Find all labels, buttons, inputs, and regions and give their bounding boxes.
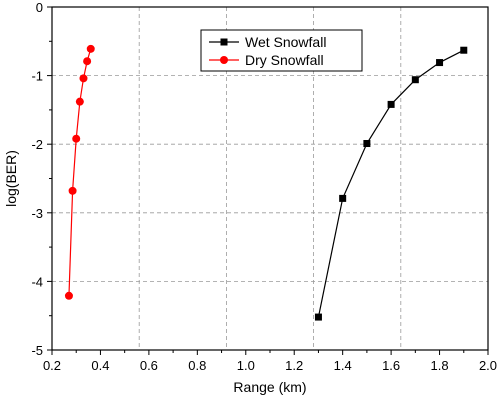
legend-entry: Dry Snowfall [209,52,324,68]
data-point [72,134,81,143]
series-line [317,49,465,318]
x-tick-label: 2.0 [479,358,497,373]
x-tick-label: 1.8 [431,358,449,373]
data-point [83,57,92,66]
legend-marker [220,56,228,64]
data-point [314,313,322,321]
x-tick-label: 0.6 [140,358,158,373]
x-tick-label: 1.2 [285,358,303,373]
data-point [363,140,371,148]
x-tick-label: 0.2 [43,358,61,373]
x-tick-label: 0.8 [188,358,206,373]
y-tick-label: -2 [31,137,43,152]
data-point [86,44,95,53]
data-point [411,76,419,84]
legend-label: Wet Snowfall [245,34,326,50]
legend-entry: Wet Snowfall [209,34,326,50]
legend-label: Dry Snowfall [245,52,324,68]
data-point [79,74,88,83]
x-tick-label: 1.6 [382,358,400,373]
series-layer [64,44,468,321]
legend-marker [220,38,228,46]
y-tick-label: -4 [31,274,43,289]
x-axis-title: Range (km) [233,379,306,395]
x-tick-label: 1.0 [237,358,255,373]
legend-box [200,29,363,72]
x-tick-label: 0.4 [91,358,109,373]
y-axis-title: log(BER) [3,150,19,207]
legend: Wet Snowfall Dry Snowfall [200,29,363,72]
series-0 [314,46,468,321]
y-tick-label: -1 [31,69,43,84]
series-line [68,48,92,296]
data-point [339,194,347,202]
axis-ticks: 0.2 0.4 0.6 0.8 1.0 1.2 1.4 1.6 1.8 2.0 0 -1 -2 -3 -4 -… [31,0,497,373]
data-point [75,97,84,106]
data-point [68,186,77,195]
y-tick-label: -3 [31,206,43,221]
data-point [64,291,73,300]
y-tick-label: -5 [31,343,43,358]
data-point [460,46,468,54]
y-tick-label: 0 [36,0,43,15]
data-point [436,59,444,67]
data-point [387,100,395,108]
x-tick-label: 1.4 [334,358,352,373]
series-1 [64,44,95,300]
